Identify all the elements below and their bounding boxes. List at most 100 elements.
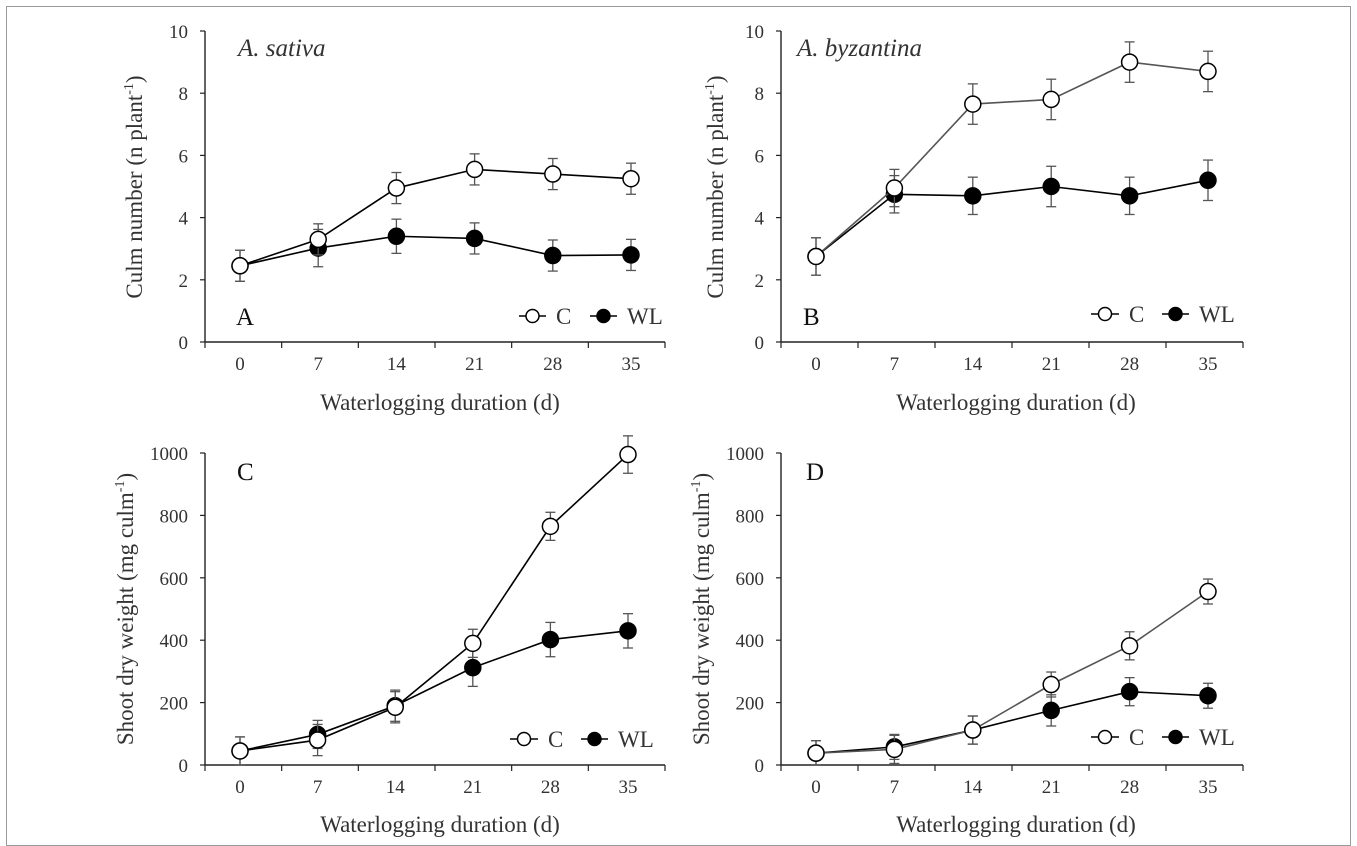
series-line: [815, 690, 1209, 754]
y-axis-title-main: Culm number (n plant: [703, 94, 728, 298]
legend-marker-c: [525, 308, 540, 324]
y-axis-title-close: ): [689, 473, 714, 481]
y-tick-label: 10: [169, 22, 188, 43]
series-c: [807, 41, 1217, 276]
data-point: [964, 187, 982, 205]
data-point: [622, 169, 640, 188]
series-c: [231, 153, 640, 283]
y-tick-label: 8: [179, 84, 189, 105]
series-wl: [807, 159, 1217, 276]
legend-marker-wl: [587, 731, 602, 747]
data-point: [1199, 62, 1217, 81]
legend: C WL: [519, 304, 663, 329]
data-point: [885, 740, 904, 759]
y-axis-title-superscript: -1: [703, 83, 718, 95]
x-tick-label: 14: [963, 777, 983, 798]
panel-letter: A: [236, 304, 254, 331]
legend: C WL: [510, 727, 654, 752]
chart-panel-a: 0 2 4 6 8 10 0 7 14 21 28 35 Waterlogging duration (…: [122, 22, 666, 415]
y-tick-label: 400: [160, 631, 189, 652]
y-tick-label: 1000: [726, 444, 764, 465]
series-line: [815, 61, 1209, 258]
series-line: [239, 453, 629, 752]
data-point: [1120, 637, 1139, 655]
x-tick-label: 0: [235, 354, 245, 375]
data-point: [1042, 675, 1060, 694]
y-tick-label: 2: [179, 271, 189, 292]
legend-marker-wl: [596, 308, 611, 324]
x-tick-label: 14: [386, 777, 406, 798]
series-c: [231, 435, 637, 766]
data-point: [465, 160, 484, 179]
x-tick-label: 0: [235, 777, 245, 798]
chart-panel-d: 0 200 400 600 800 1000 0 7 14 21 28 35 Waterlogging …: [689, 444, 1244, 837]
y-tick-label: 8: [755, 84, 765, 105]
data-point: [1120, 187, 1139, 205]
y-axis-title: Culm number (n plant-1): [122, 75, 147, 298]
data-point: [464, 634, 482, 653]
x-axis-title: Waterlogging duration (d): [320, 390, 560, 415]
data-point: [1199, 582, 1217, 601]
legend-label-wl: WL: [1199, 725, 1235, 750]
data-point: [1042, 90, 1060, 109]
y-tick-label: 600: [736, 569, 765, 590]
series-wl: [231, 218, 640, 283]
x-tick-label: 35: [622, 354, 641, 375]
data-point: [464, 658, 482, 677]
data-point: [807, 247, 825, 266]
x-tick-label: 21: [463, 777, 482, 798]
y-axis-title: Shoot dry weight (mg culm-1): [113, 473, 138, 745]
series-line: [239, 630, 629, 752]
data-point: [544, 246, 562, 265]
legend-marker-wl: [1168, 729, 1183, 745]
series-wl: [807, 676, 1217, 766]
panel-letter: B: [803, 304, 820, 331]
data-point: [807, 744, 825, 762]
chart-panel-b: 0 2 4 6 8 10 0 7 14 21 28 35 Waterlogging duration (…: [703, 22, 1244, 415]
legend-label-wl: WL: [1199, 302, 1235, 327]
y-axis-title-main: Shoot dry weight (mg culm: [113, 492, 138, 745]
series-c: [807, 578, 1217, 766]
data-point: [231, 257, 249, 275]
y-tick-label: 6: [755, 146, 765, 167]
legend-label-wl: WL: [627, 304, 663, 329]
x-tick-label: 28: [1120, 354, 1139, 375]
y-tick-label: 1000: [150, 444, 188, 465]
x-tick-label: 14: [387, 354, 407, 375]
x-tick-label: 7: [890, 777, 900, 798]
y-tick-label: 10: [745, 22, 764, 43]
legend-label-c: C: [1129, 725, 1144, 750]
x-tick-label: 7: [313, 354, 323, 375]
y-axis-title-superscript: -1: [689, 481, 704, 493]
panel-title: A. sativa: [236, 35, 326, 62]
y-axis-title: Shoot dry weight (mg culm-1): [689, 473, 714, 745]
data-point: [622, 246, 640, 264]
legend-marker-c: [1097, 729, 1113, 745]
y-axis-title-main: Shoot dry weight (mg culm: [689, 492, 714, 745]
y-axis-title-close: ): [122, 75, 147, 83]
data-point: [619, 445, 637, 464]
data-point: [619, 622, 637, 640]
y-axis-title-superscript: -1: [122, 83, 137, 95]
y-tick-label: 2: [755, 271, 765, 292]
x-tick-label: 0: [811, 354, 821, 375]
data-point: [964, 95, 982, 113]
y-tick-label: 200: [160, 694, 189, 715]
legend: C WL: [1091, 725, 1235, 750]
series-line: [239, 168, 632, 267]
y-tick-label: 800: [160, 506, 189, 527]
data-point: [541, 630, 560, 649]
data-point: [964, 721, 982, 739]
y-tick-label: 200: [736, 694, 765, 715]
x-tick-label: 21: [1042, 777, 1061, 798]
x-tick-label: 14: [963, 354, 983, 375]
x-tick-label: 0: [811, 777, 821, 798]
y-tick-label: 600: [160, 569, 189, 590]
panel-letter: D: [806, 459, 824, 486]
y-axis-title-close: ): [703, 75, 728, 83]
legend-label-c: C: [1129, 302, 1144, 327]
x-tick-label: 7: [890, 354, 900, 375]
x-tick-label: 21: [465, 354, 484, 375]
data-point: [544, 165, 562, 183]
